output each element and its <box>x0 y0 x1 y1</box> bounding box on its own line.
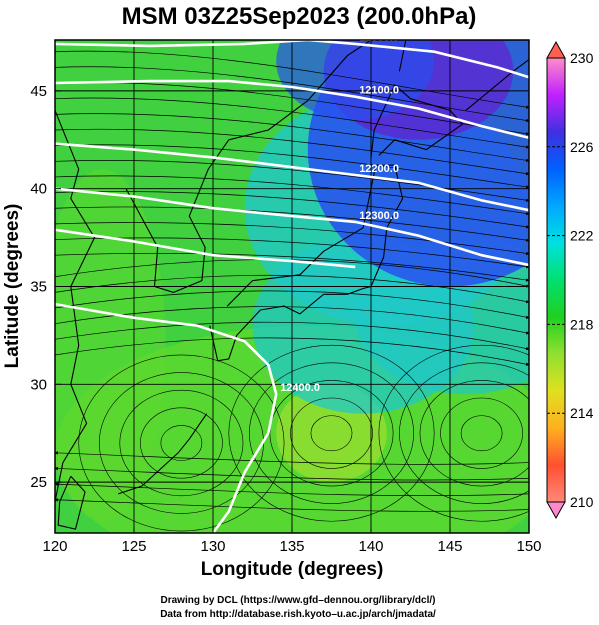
streamline <box>55 206 529 242</box>
grid-lines <box>55 40 529 533</box>
streamline-gyre <box>119 389 244 497</box>
height-contour-label: 12400.0 <box>280 382 320 394</box>
streamline <box>55 237 529 269</box>
x-axis-label: Longitude (degrees) <box>201 559 384 580</box>
y-tick-label: 25 <box>30 474 47 491</box>
colorbar-tick-label: 230 <box>570 50 594 66</box>
height-contour-label: 12300.0 <box>359 210 399 222</box>
y-tick-label: 35 <box>30 279 47 296</box>
credit-line-2: Data from http://database.rish.kyoto–u.a… <box>160 609 436 620</box>
colorbar-tick-label: 226 <box>570 139 594 155</box>
credit-line-1: Drawing by DCL (https://www.gfd–dennou.o… <box>160 595 435 606</box>
x-tick-label: 135 <box>279 538 304 555</box>
streamline <box>55 128 529 176</box>
streamline <box>55 306 529 335</box>
colorbar-bottom-triangle <box>546 501 566 520</box>
wind-streamlines <box>55 50 529 532</box>
streamline <box>55 175 529 216</box>
y-tick-label: 40 <box>30 181 47 198</box>
x-tick-label: 145 <box>437 538 462 555</box>
streamline-gyre <box>78 354 285 532</box>
streamline-gyre <box>378 344 529 522</box>
streamline <box>55 482 529 497</box>
streamline-gyre <box>440 397 523 469</box>
x-tick-label: 120 <box>42 538 67 555</box>
streamline-gyre <box>419 380 529 487</box>
colorbar-tick-label: 214 <box>570 405 594 421</box>
streamline-gyre <box>160 425 203 461</box>
streamline <box>55 274 529 304</box>
coast-sakhalin <box>398 40 407 72</box>
streamline <box>55 321 529 351</box>
field-cool-top <box>276 40 435 121</box>
colorbar-tick-label: 222 <box>570 228 594 244</box>
streamline <box>55 222 529 256</box>
colorbar-tick-label: 210 <box>570 494 594 510</box>
streamline <box>55 290 529 319</box>
coast-taiwan <box>57 475 86 530</box>
streamline-gyre <box>249 362 414 504</box>
x-tick-label: 130 <box>200 538 225 555</box>
colorbar-scale <box>546 57 566 503</box>
height-contour <box>55 228 356 269</box>
streamline <box>55 451 529 465</box>
streamline <box>55 113 529 163</box>
streamline-gyre <box>269 380 394 487</box>
streamline-gyre <box>228 344 435 522</box>
height-contour <box>55 302 278 533</box>
streamline <box>55 66 529 123</box>
streamline <box>55 144 529 189</box>
streamline-gyre <box>290 397 373 469</box>
coast-china <box>55 110 96 502</box>
streamline <box>55 191 529 229</box>
streamline-gyre <box>399 362 529 504</box>
streamline-gyre <box>140 407 223 479</box>
chart-title: MSM 03Z25Sep2023 (200.0hPa) <box>122 3 477 30</box>
x-tick-label: 150 <box>516 538 541 555</box>
height-contours: 12000.0 12100.0 12200.0 12300.0 12400.0 <box>55 32 529 533</box>
streamline <box>55 160 529 202</box>
x-axis: 120 125 130 135 140 145 150 <box>42 527 542 555</box>
streamline <box>55 50 529 109</box>
x-tick-label: 125 <box>121 538 146 555</box>
colorbar-tick-label: 218 <box>570 316 594 332</box>
streamline <box>55 466 529 481</box>
streamline-gyre <box>310 415 353 452</box>
y-tick-label: 45 <box>30 83 47 100</box>
height-contour <box>55 79 529 140</box>
y-axis-label: Latitude (degrees) <box>2 204 23 369</box>
height-contour-label: 12200.0 <box>359 163 399 175</box>
streamline <box>55 252 529 282</box>
y-axis: 25 30 35 40 45 <box>30 83 61 491</box>
height-contour <box>55 187 529 267</box>
field-warm-west <box>55 169 166 522</box>
y-tick-label: 30 <box>30 376 47 393</box>
plot-area: 12000.0 12100.0 12200.0 12300.0 12400.0 <box>55 32 529 533</box>
coast-kuril <box>465 59 529 111</box>
streamline <box>55 337 529 366</box>
coast-russia <box>228 40 372 141</box>
streamline-gyre <box>460 415 503 452</box>
colorbar: 230 226 222 218 214 210 <box>546 40 594 520</box>
colorbar-ticks: 230 226 222 218 214 210 <box>547 50 594 510</box>
height-contour-label: 12000.0 <box>359 32 399 44</box>
colorbar-top-triangle <box>546 40 566 59</box>
streamline <box>55 498 529 512</box>
x-tick-label: 140 <box>358 538 383 555</box>
streamline <box>55 97 529 149</box>
height-contour <box>55 142 529 212</box>
height-contour <box>55 40 529 79</box>
height-contour-label: 12100.0 <box>359 85 399 97</box>
